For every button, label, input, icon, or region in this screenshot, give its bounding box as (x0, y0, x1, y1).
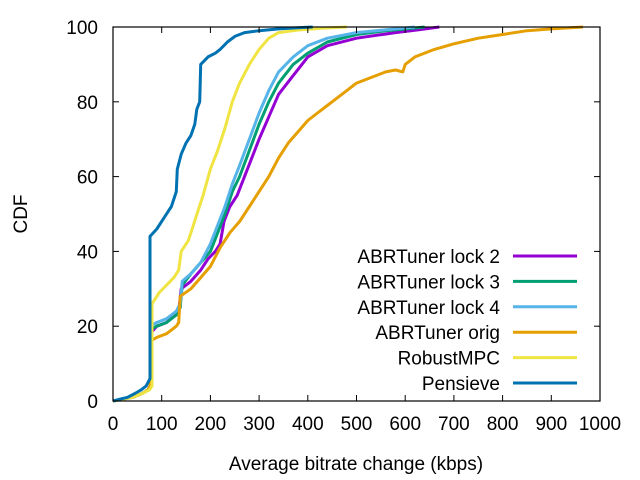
x-tick-label: 300 (243, 414, 275, 435)
legend-label: ABRTuner orig (375, 323, 500, 344)
y-tick-label: 40 (77, 242, 98, 263)
legend: ABRTuner lock 2 ABRTuner lock 3 ABRTuner l… (357, 247, 577, 395)
y-tick-label: 80 (77, 93, 98, 114)
x-tick-label: 500 (341, 414, 373, 435)
legend-label: ABRTuner lock 2 (357, 247, 500, 268)
y-tick-label: 60 (77, 168, 98, 189)
y-tick-label: 20 (77, 317, 98, 338)
series-layer (112, 25, 584, 403)
x-tick-label: 0 (108, 414, 119, 435)
y-tick-label: 100 (66, 18, 98, 39)
x-tick-label: 400 (292, 414, 324, 435)
y-axis-label: CDF (11, 194, 32, 233)
series-line-pensieve (112, 25, 313, 403)
y-axis: 0 20 40 60 80 100 (66, 18, 600, 413)
legend-label: RobustMPC (398, 349, 500, 370)
x-axis: 0 100 200 300 400 500 600 700 800 900 1000 (108, 27, 621, 435)
legend-label: Pensieve (422, 374, 500, 395)
y-tick-label: 0 (87, 392, 98, 413)
x-tick-label: 700 (438, 414, 470, 435)
series-line-abrtuner-lock-3 (112, 25, 425, 403)
x-tick-label: 600 (389, 414, 421, 435)
x-axis-label: Average bitrate change (kbps) (229, 454, 483, 475)
series-line-abrtuner-orig (112, 25, 584, 403)
series-line-abrtuner-lock-4 (112, 25, 416, 403)
x-tick-label: 100 (146, 414, 178, 435)
x-tick-label: 800 (487, 414, 519, 435)
x-tick-label: 900 (535, 414, 567, 435)
x-tick-label: 200 (195, 414, 227, 435)
series-line-abrtuner-lock-2 (112, 25, 440, 403)
legend-label: ABRTuner lock 4 (357, 298, 500, 319)
legend-label: ABRTuner lock 3 (357, 272, 500, 293)
series-line-robustmpc (112, 25, 347, 403)
x-tick-label: 1000 (579, 414, 621, 435)
